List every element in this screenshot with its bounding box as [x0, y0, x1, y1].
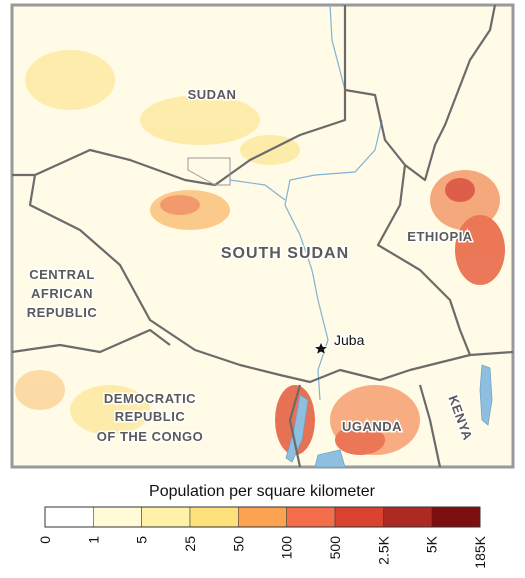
- country-label: SOUTH SUDAN: [221, 245, 349, 262]
- map: SUDAN SOUTH SUDAN ETHIOPIA CENTRAL AFRIC…: [10, 3, 515, 469]
- legend-swatch: [238, 506, 287, 528]
- legend-tick-label: 50: [230, 536, 246, 552]
- country-label: UGANDA: [342, 419, 402, 434]
- legend-swatch: [44, 506, 94, 528]
- country-label: AFRICAN: [31, 286, 93, 301]
- legend-swatch: [334, 506, 384, 528]
- country-label: DEMOCRATIC: [104, 391, 196, 406]
- legend-tick-label: 5: [134, 536, 150, 544]
- legend-swatch: [383, 506, 432, 528]
- legend: 0 1 5 25 50 100 500 2.5K 5K 185K: [37, 506, 488, 569]
- lake-albert: [285, 394, 309, 463]
- border-ethiopia: [376, 164, 472, 356]
- country-label: ETHIOPIA: [407, 229, 473, 244]
- legend-tick-label: 0: [37, 536, 53, 544]
- country-label: OF THE CONGO: [97, 429, 203, 444]
- legend-tick-label: 185K: [472, 535, 488, 568]
- legend-swatch: [431, 506, 481, 528]
- lake-turkana: [479, 364, 493, 426]
- kafia-kingi: [187, 157, 231, 186]
- legend-swatch: [286, 506, 336, 528]
- lake-kyoga: [314, 449, 346, 468]
- legend-tick-label: 500: [327, 536, 343, 560]
- country-label: CENTRAL: [29, 267, 95, 282]
- legend-swatch: [93, 506, 142, 528]
- country-label: REPUBLIC: [27, 305, 98, 320]
- legend-tick-label: 100: [279, 536, 295, 560]
- legend-frame: [44, 506, 481, 528]
- border-other: [11, 5, 442, 468]
- legend-tick-label: 2.5K: [375, 535, 391, 564]
- border-south: [28, 174, 514, 384]
- capital-star: [312, 341, 330, 356]
- legend-tick-label: 5K: [424, 535, 440, 553]
- country-label: SUDAN: [188, 87, 237, 102]
- city-label: Juba: [334, 332, 365, 348]
- border-sudan: [34, 4, 497, 187]
- legend-tick-label: 1: [85, 536, 101, 544]
- river-nile: [229, 4, 383, 401]
- legend-tick-label: 25: [182, 536, 198, 552]
- legend-title: Population per square kilometer: [149, 483, 376, 500]
- country-label: REPUBLIC: [115, 409, 186, 424]
- legend-swatch: [189, 506, 239, 528]
- legend-swatch: [141, 506, 191, 528]
